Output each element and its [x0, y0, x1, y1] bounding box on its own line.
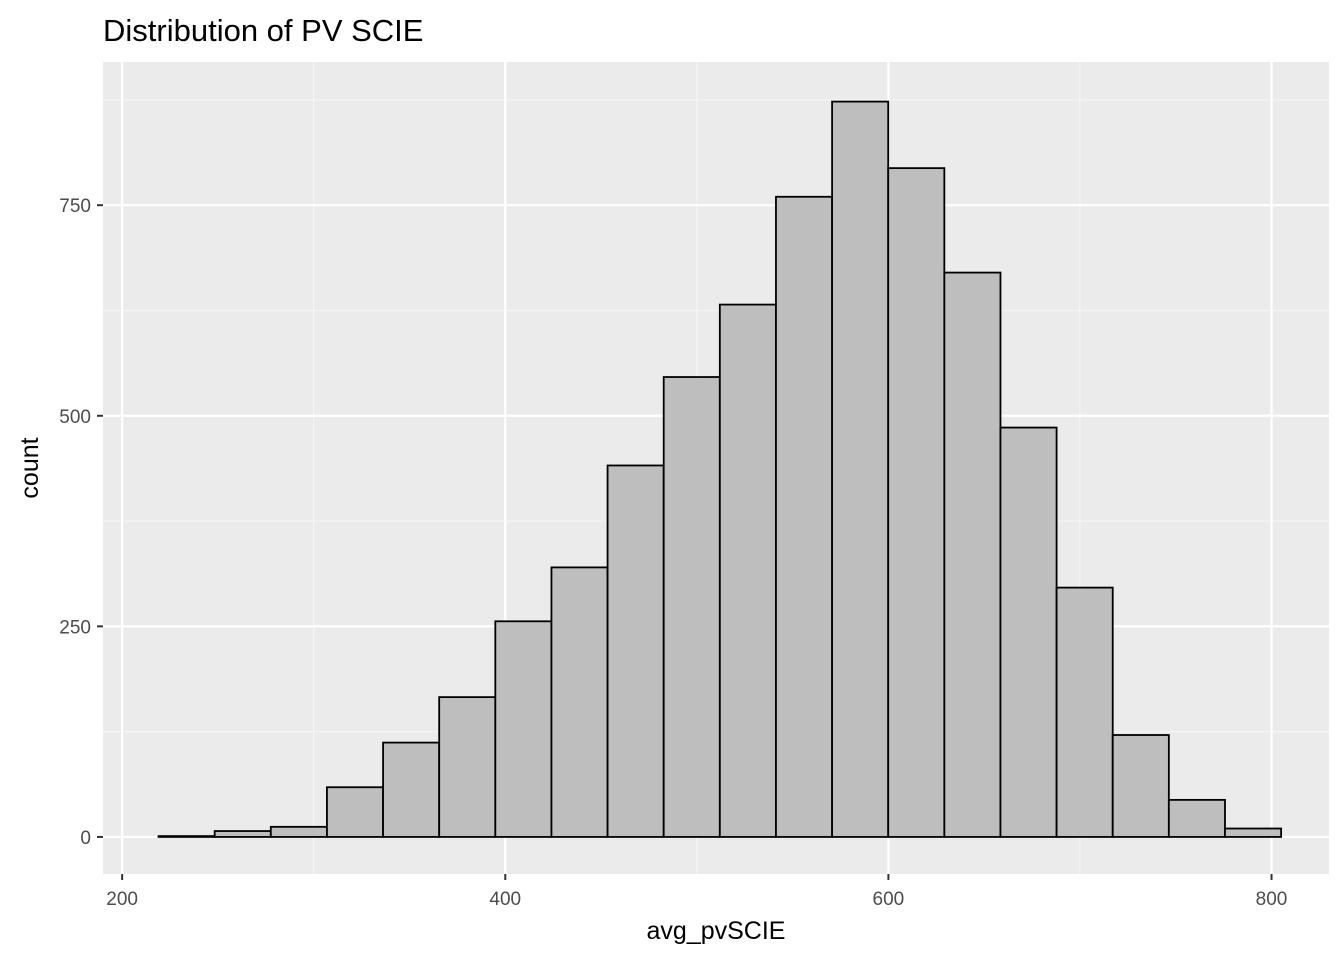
histogram-bar — [831, 100, 890, 838]
histogram-bar — [438, 696, 497, 838]
histogram-bars — [157, 100, 1283, 838]
histogram-bar — [943, 271, 1002, 838]
x-tick-label: 400 — [489, 889, 521, 910]
histogram-bar — [718, 303, 777, 838]
histogram-bar — [326, 786, 384, 838]
histogram-bar — [494, 620, 553, 838]
histogram-bar — [1167, 798, 1226, 838]
x-axis: 200 400 600 800 — [106, 874, 1287, 910]
histogram-bar — [662, 376, 721, 838]
y-axis: 0 250 500 750 — [59, 196, 103, 849]
x-tick-label: 600 — [873, 889, 905, 910]
y-tick-label: 0 — [80, 828, 91, 849]
histogram-bar — [775, 195, 833, 838]
y-tick-label: 750 — [59, 196, 91, 217]
histogram-bar — [213, 830, 272, 838]
x-tick-label: 800 — [1256, 889, 1288, 910]
histogram-bar — [887, 167, 946, 838]
x-tick-label: 200 — [106, 889, 138, 910]
y-tick-label: 500 — [59, 407, 91, 428]
histogram-bar — [1224, 827, 1283, 838]
histogram-bar — [550, 566, 609, 838]
histogram-bar — [1111, 734, 1170, 838]
histogram-bar — [606, 464, 665, 838]
histogram-bar — [999, 426, 1058, 838]
x-axis-title: avg_pvSCIE — [647, 917, 786, 945]
histogram-bar — [269, 825, 328, 838]
y-axis-title: count — [16, 437, 44, 498]
histogram-bar — [1055, 586, 1114, 838]
chart-title: Distribution of PV SCIE — [103, 13, 423, 48]
y-tick-label: 250 — [59, 617, 91, 638]
histogram-bar — [382, 741, 441, 838]
histogram-bar — [157, 835, 216, 838]
